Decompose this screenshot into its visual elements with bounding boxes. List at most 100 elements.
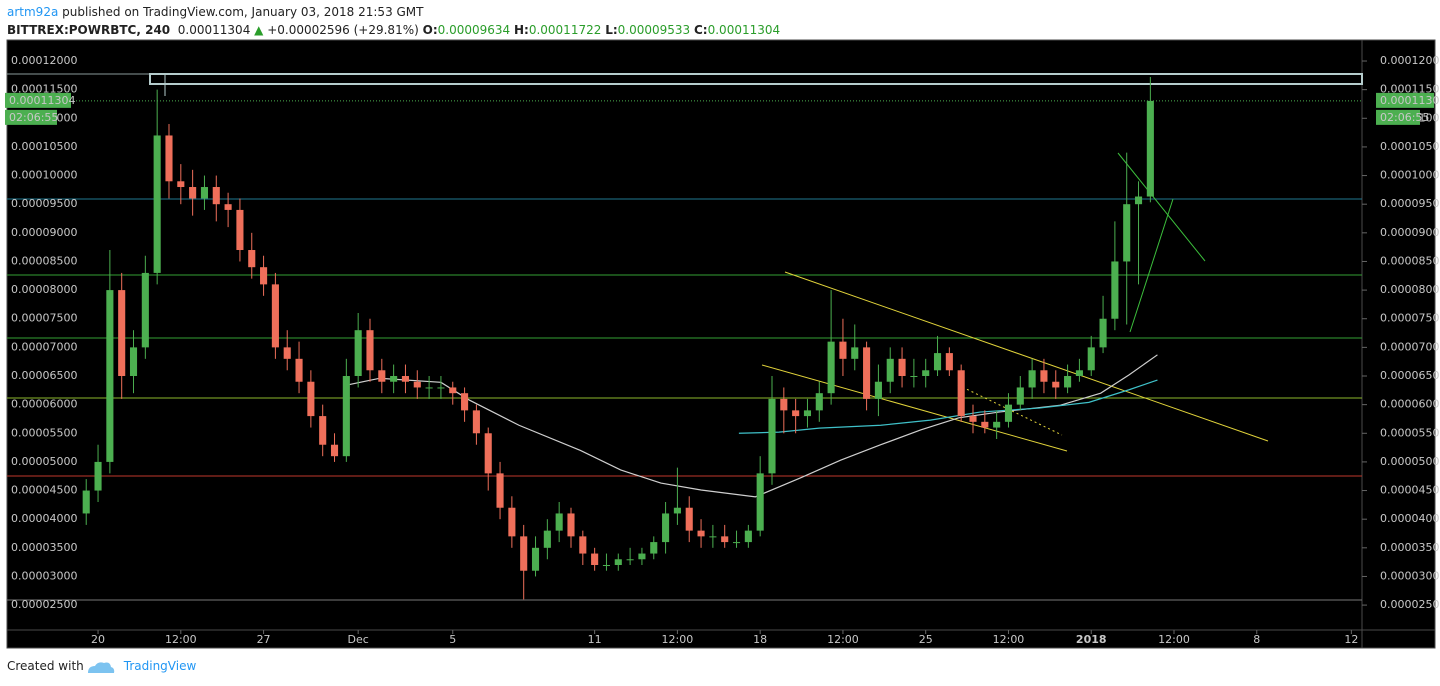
candle-body — [638, 553, 646, 560]
y-tick-label-left: 0.00006500 — [11, 369, 77, 382]
symbol: BITTREX:POWRBTC, 240 — [7, 23, 171, 37]
candle-body — [981, 421, 989, 428]
candle-body — [366, 330, 374, 371]
candle-body — [1146, 100, 1154, 197]
y-tick-label-left: 0.00005500 — [11, 426, 77, 439]
y-tick-label-left: 0.00003000 — [11, 569, 77, 582]
drawings — [7, 73, 1363, 601]
candle-body — [496, 473, 504, 508]
low: 0.00009533 — [617, 23, 691, 37]
logo-cloud — [88, 662, 115, 673]
candle-body — [413, 381, 421, 388]
candle-body — [744, 530, 752, 543]
candle-body — [461, 393, 469, 411]
y-tick-label: 0.00008000 — [1380, 283, 1440, 296]
candle-body — [283, 347, 291, 359]
countdown-label: 02:06:55 — [9, 111, 58, 124]
candle-body — [792, 410, 800, 417]
candle-body — [709, 536, 717, 538]
y-tick-label-left: 0.00003500 — [11, 541, 77, 554]
candle-body — [827, 341, 835, 394]
y-tick-label: 0.00010000 — [1380, 169, 1440, 182]
author[interactable]: artm92a — [7, 5, 59, 19]
x-tick-label: 2018 — [1076, 633, 1107, 646]
candle-body — [886, 358, 894, 382]
y-tick-label: 0.00010500 — [1380, 140, 1440, 153]
x-tick-label: Dec — [348, 633, 369, 646]
candle-body — [614, 559, 622, 565]
x-tick-label: 20 — [91, 633, 105, 646]
candle-body — [1099, 318, 1107, 348]
last-price-label: 0.00011304 — [1380, 94, 1440, 107]
published: published on TradingView.com, January 03… — [62, 5, 424, 19]
candle-body — [224, 204, 232, 210]
candle-body — [307, 381, 315, 417]
candle-body — [721, 536, 729, 543]
candle-body — [898, 358, 906, 377]
y-tick-label-left: 0.00008000 — [11, 283, 77, 296]
y-tick-label-left: 0.00008500 — [11, 254, 77, 267]
y-tick-label-left: 0.00009500 — [11, 197, 77, 210]
candle-body — [863, 347, 871, 399]
candle-body — [579, 536, 587, 554]
trend-line — [761, 364, 1068, 452]
candle-body — [82, 490, 90, 514]
candle-body — [1016, 387, 1024, 405]
y-tick-label: 0.00007500 — [1380, 312, 1440, 325]
y-tick-label: 0.00004000 — [1380, 512, 1440, 525]
countdown-box — [5, 109, 57, 125]
close-label: C: — [694, 23, 708, 37]
y-tick-label-left: 0.00006000 — [11, 398, 77, 411]
x-tick-label: 25 — [919, 633, 933, 646]
candle-body — [425, 387, 433, 389]
y-tick-label: 0.00003500 — [1380, 541, 1440, 554]
candle-body — [165, 135, 173, 182]
trend-line — [1129, 198, 1174, 333]
y-tick-label: 0.00003000 — [1380, 569, 1440, 582]
candle-body — [330, 444, 339, 457]
x-tick-label: 11 — [588, 633, 602, 646]
candle-body — [1040, 370, 1048, 382]
candle-body — [650, 542, 658, 554]
y-tick-label-left: 0.00004000 — [11, 512, 77, 525]
x-tick-label: 12:00 — [1158, 633, 1190, 646]
candle-body — [520, 536, 528, 571]
candle-body — [319, 416, 327, 445]
plot — [7, 76, 1362, 600]
last-price-box — [5, 92, 71, 108]
candle-body — [1134, 196, 1143, 205]
candle-body — [780, 398, 788, 411]
last-price-label: 0.00011304 — [9, 94, 75, 107]
candle-body — [922, 370, 930, 377]
candle-body — [602, 564, 611, 566]
countdown-label: 02:06:55 — [1380, 111, 1429, 124]
y-tick-label-left: 0.00009000 — [11, 226, 77, 239]
candle-body — [390, 376, 398, 382]
trend-line — [957, 384, 1063, 436]
brand-link[interactable]: TradingView — [123, 659, 197, 673]
candle-body — [295, 358, 303, 382]
candle-body — [449, 387, 457, 394]
candle-body — [177, 181, 185, 188]
logo[interactable] — [88, 662, 115, 673]
axes: 0.00002500 0.00002500 0.00003000 0.00003000… — [5, 54, 1440, 646]
candle-body — [756, 473, 764, 531]
created-with: Created with — [7, 659, 84, 673]
candle-body — [1087, 347, 1095, 371]
y-tick-label: 0.00006000 — [1380, 398, 1440, 411]
candle-body — [1123, 204, 1131, 262]
candle-body — [118, 290, 126, 377]
open: 0.00009634 — [437, 23, 511, 37]
candle-body — [1064, 376, 1072, 388]
candle-body — [969, 416, 977, 422]
x-tick-label: 12:00 — [827, 633, 859, 646]
candle-body — [993, 421, 1001, 428]
y-tick-label-left: 0.00004500 — [11, 484, 77, 497]
candle-body — [401, 376, 410, 382]
y-tick-label: 0.00006500 — [1380, 369, 1440, 382]
open-label: O: — [422, 23, 438, 37]
candle-body — [874, 381, 882, 399]
y-tick-label: 0.00009500 — [1380, 197, 1440, 210]
